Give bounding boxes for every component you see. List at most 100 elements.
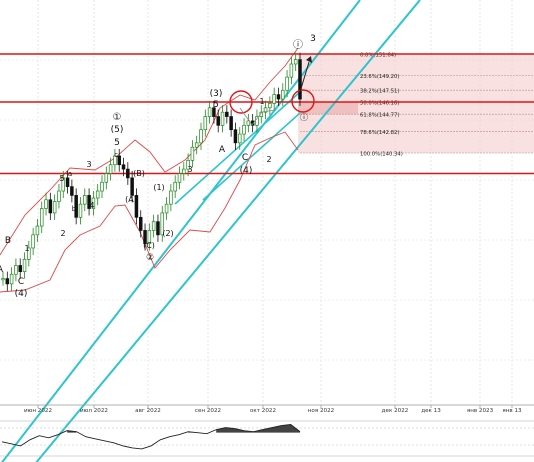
wave-label: 5	[213, 100, 219, 110]
candle-body	[134, 195, 139, 218]
fib-level-label: 100.0%(140.34)	[360, 152, 403, 158]
candle-body	[147, 230, 152, 244]
candle-body	[212, 107, 216, 117]
fibonacci-zone: 0.0%(151.64) 23.6%(149.20) 38.2%(147.51) 50…	[298, 53, 534, 158]
x-tick-label: янв 2023	[467, 408, 494, 414]
candle-body	[151, 221, 156, 231]
candle-body	[27, 247, 31, 260]
target-arrow	[299, 61, 310, 93]
candle-body	[186, 160, 190, 170]
candle-body	[276, 94, 281, 100]
fib-level-label: 0.0%(151.64)	[360, 53, 396, 59]
candle-body	[169, 190, 173, 205]
rsi-overbought-fill	[67, 430, 77, 433]
x-tick-label: авг 2022	[135, 408, 161, 414]
candle-body	[160, 212, 165, 236]
candle-body	[22, 259, 27, 272]
candle-body	[250, 120, 255, 126]
candle-body	[14, 265, 18, 275]
wave-label: ②	[146, 253, 154, 263]
wave-label: C	[18, 277, 24, 287]
candle-body	[225, 111, 229, 117]
x-tick-label: июл 2022	[80, 408, 108, 414]
candle-body	[87, 195, 91, 209]
candle-body	[203, 116, 208, 131]
candle-body	[18, 265, 22, 272]
candle-body	[143, 230, 147, 244]
candle-body	[65, 177, 70, 187]
fib-level-label: 78.6%(142.82)	[360, 130, 400, 136]
wave-label: A	[219, 145, 226, 155]
wave-label: c	[114, 151, 118, 159]
candle-body	[1, 278, 5, 281]
wave-label: b	[72, 205, 77, 213]
rsi-overbought-fill	[188, 431, 198, 433]
candle-body	[113, 155, 117, 166]
wave-label: C	[242, 153, 248, 163]
candle-body	[293, 59, 298, 65]
wave-label: (B)	[133, 169, 145, 178]
candle-body	[126, 168, 130, 179]
wave-label: 1	[24, 244, 29, 253]
annotations	[229, 56, 315, 126]
wave-label: 5	[59, 174, 64, 183]
candle-body	[121, 164, 126, 170]
wave-label: 3	[310, 34, 316, 44]
wave-label: 2	[266, 155, 271, 164]
candle-body	[52, 201, 57, 214]
candle-body	[9, 273, 14, 285]
candle-body	[31, 234, 35, 249]
candlesticks	[1, 52, 302, 291]
resistance-lines	[0, 53, 534, 175]
wave-label: (4)	[15, 289, 28, 299]
candle-body	[272, 94, 276, 104]
x-tick-label: дек 13	[421, 408, 441, 414]
x-tick-label: сен 2022	[195, 408, 221, 414]
candle-body	[194, 142, 199, 148]
fib-level-label: 50.0%(146.16)	[360, 101, 400, 107]
candle-body	[91, 197, 96, 209]
wave-label: 3	[86, 160, 91, 169]
fib-level-label: 61.8%(144.77)	[360, 113, 400, 119]
candle-body	[44, 199, 48, 209]
channel-line	[1, 0, 361, 462]
candle-body	[199, 129, 203, 144]
wave-label: 2	[60, 229, 65, 238]
wave-label: A	[0, 265, 4, 275]
bollinger-lower	[0, 131, 299, 293]
candle-body	[74, 195, 78, 218]
candle-body	[216, 116, 220, 126]
candle-body	[39, 208, 44, 227]
rsi-overbought-fill	[216, 424, 300, 433]
wave-label: a	[68, 170, 72, 178]
candle-body	[117, 155, 121, 166]
candle-body	[48, 199, 53, 214]
wave-label: (5)	[111, 125, 124, 135]
candle-body	[156, 221, 160, 236]
wave-label: (2)	[162, 229, 173, 238]
candle-body	[263, 107, 268, 113]
wave-path	[239, 107, 276, 126]
highlight-circle	[291, 89, 315, 113]
candle-body	[190, 146, 195, 161]
candle-body	[207, 107, 212, 117]
x-tick-label: дек 2022	[382, 408, 409, 414]
candle-body	[138, 216, 143, 231]
wave-label: 1	[259, 97, 264, 106]
wave-label: 5	[114, 138, 120, 148]
candle-body	[57, 190, 61, 202]
wave-label: B	[5, 236, 11, 246]
x-axis: июн 2022 июл 2022 авг 2022 сен 2022 окт 2022…	[0, 404, 534, 414]
candle-body	[173, 181, 177, 192]
wave-label: ①	[113, 112, 122, 123]
x-tick-label: ноя 2022	[308, 408, 334, 414]
wave-label: (4)	[240, 166, 253, 176]
candle-body	[246, 120, 251, 126]
candle-body	[177, 173, 182, 183]
candle-body	[35, 225, 40, 236]
candle-body	[83, 195, 87, 205]
candle-body	[285, 76, 289, 91]
wave-label: 4	[89, 201, 94, 210]
wave-label: (1)	[153, 183, 164, 192]
